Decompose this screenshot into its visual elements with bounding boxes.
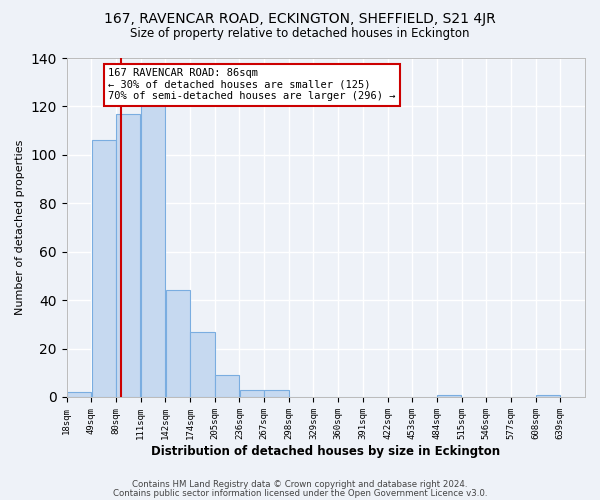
Bar <box>92 140 116 397</box>
Text: 167, RAVENCAR ROAD, ECKINGTON, SHEFFIELD, S21 4JR: 167, RAVENCAR ROAD, ECKINGTON, SHEFFIELD… <box>104 12 496 26</box>
Text: Size of property relative to detached houses in Eckington: Size of property relative to detached ho… <box>130 28 470 40</box>
Bar <box>67 392 91 397</box>
Bar <box>141 75 165 397</box>
Text: Contains public sector information licensed under the Open Government Licence v3: Contains public sector information licen… <box>113 488 487 498</box>
Bar <box>239 390 264 397</box>
Y-axis label: Number of detached properties: Number of detached properties <box>15 140 25 315</box>
Bar <box>190 332 215 397</box>
X-axis label: Distribution of detached houses by size in Eckington: Distribution of detached houses by size … <box>151 444 500 458</box>
Bar <box>437 394 461 397</box>
Text: Contains HM Land Registry data © Crown copyright and database right 2024.: Contains HM Land Registry data © Crown c… <box>132 480 468 489</box>
Text: 167 RAVENCAR ROAD: 86sqm
← 30% of detached houses are smaller (125)
70% of semi-: 167 RAVENCAR ROAD: 86sqm ← 30% of detach… <box>108 68 395 102</box>
Bar <box>215 375 239 397</box>
Bar <box>116 114 140 397</box>
Bar <box>166 290 190 397</box>
Bar <box>265 390 289 397</box>
Bar <box>536 394 560 397</box>
